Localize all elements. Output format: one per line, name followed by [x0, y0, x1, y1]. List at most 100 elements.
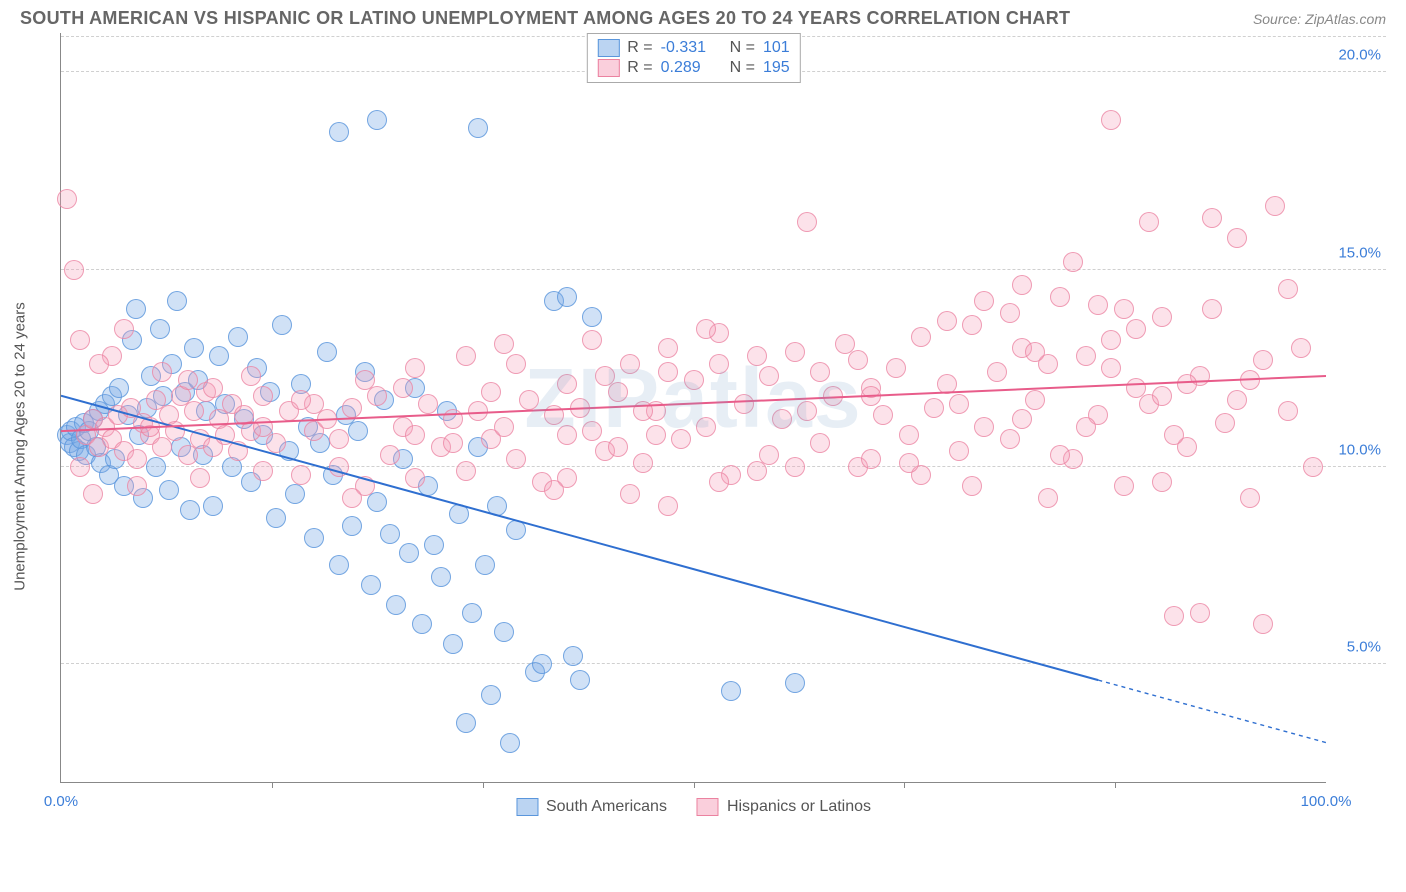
scatter-point — [1012, 409, 1032, 429]
scatter-point — [1101, 110, 1121, 130]
legend-n-label: N = — [730, 59, 755, 77]
scatter-point — [393, 378, 413, 398]
scatter-point — [1152, 386, 1172, 406]
scatter-point — [405, 468, 425, 488]
scatter-point — [797, 401, 817, 421]
scatter-point — [127, 476, 147, 496]
scatter-point — [1012, 275, 1032, 295]
scatter-point — [304, 528, 324, 548]
legend-r-label: R = — [627, 59, 652, 77]
scatter-point — [557, 425, 577, 445]
legend-n-label: N = — [730, 39, 755, 57]
scatter-point — [380, 445, 400, 465]
scatter-point — [734, 394, 754, 414]
legend-label-blue: South Americans — [546, 798, 667, 816]
scatter-point — [291, 390, 311, 410]
scatter-point — [974, 417, 994, 437]
scatter-point — [785, 457, 805, 477]
swatch-blue — [516, 798, 538, 816]
scatter-point — [380, 524, 400, 544]
x-minor-tick — [1115, 782, 1116, 788]
scatter-point — [658, 338, 678, 358]
scatter-point — [481, 382, 501, 402]
scatter-point — [899, 425, 919, 445]
scatter-point — [291, 465, 311, 485]
scatter-point — [696, 319, 716, 339]
scatter-point — [633, 453, 653, 473]
scatter-point — [974, 291, 994, 311]
scatter-point — [1253, 350, 1273, 370]
scatter-point — [785, 342, 805, 362]
legend-r-val-blue: -0.331 — [661, 39, 716, 57]
scatter-point — [494, 622, 514, 642]
scatter-point — [1038, 488, 1058, 508]
scatter-point — [1025, 390, 1045, 410]
scatter-point — [949, 441, 969, 461]
scatter-point — [987, 362, 1007, 382]
chart-source: Source: ZipAtlas.com — [1253, 11, 1386, 27]
legend-row-pink: R = 0.289 N = 195 — [597, 58, 789, 78]
scatter-point — [355, 370, 375, 390]
legend-item-blue: South Americans — [516, 798, 667, 816]
scatter-point — [367, 110, 387, 130]
scatter-point — [709, 472, 729, 492]
scatter-point — [361, 575, 381, 595]
legend-r-label: R = — [627, 39, 652, 57]
scatter-point — [329, 555, 349, 575]
legend-label-pink: Hispanics or Latinos — [727, 798, 871, 816]
scatter-point — [159, 480, 179, 500]
scatter-point — [1114, 476, 1134, 496]
scatter-point — [431, 567, 451, 587]
scatter-point — [500, 733, 520, 753]
scatter-point — [456, 713, 476, 733]
scatter-point — [620, 484, 640, 504]
scatter-point — [582, 330, 602, 350]
scatter-point — [899, 453, 919, 473]
scatter-point — [519, 390, 539, 410]
scatter-point — [89, 354, 109, 374]
scatter-point — [1152, 307, 1172, 327]
swatch-pink — [697, 798, 719, 816]
scatter-point — [924, 398, 944, 418]
scatter-point — [759, 366, 779, 386]
scatter-point — [633, 401, 653, 421]
scatter-point — [506, 449, 526, 469]
scatter-point — [494, 334, 514, 354]
scatter-point — [1050, 445, 1070, 465]
scatter-point — [797, 212, 817, 232]
scatter-point — [150, 319, 170, 339]
scatter-point — [70, 330, 90, 350]
scatter-point — [949, 394, 969, 414]
scatter-point — [114, 319, 134, 339]
scatter-point — [911, 327, 931, 347]
scatter-point — [608, 382, 628, 402]
y-tick-label: 20.0% — [1326, 47, 1381, 64]
scatter-point — [266, 433, 286, 453]
scatter-point — [810, 433, 830, 453]
scatter-point — [367, 492, 387, 512]
scatter-point — [64, 260, 84, 280]
scatter-point — [449, 504, 469, 524]
scatter-point — [386, 595, 406, 615]
scatter-point — [557, 287, 577, 307]
scatter-point — [241, 366, 261, 386]
legend-n-val-pink: 195 — [763, 59, 790, 77]
series-legend: South Americans Hispanics or Latinos — [516, 798, 871, 816]
scatter-point — [70, 457, 90, 477]
scatter-point — [506, 354, 526, 374]
scatter-point — [1240, 370, 1260, 390]
scatter-point — [582, 421, 602, 441]
swatch-pink — [597, 59, 619, 77]
scatter-point — [317, 409, 337, 429]
scatter-point — [1000, 303, 1020, 323]
scatter-point — [180, 500, 200, 520]
legend-r-val-pink: 0.289 — [661, 59, 716, 77]
scatter-point — [481, 685, 501, 705]
scatter-point — [1202, 299, 1222, 319]
scatter-point — [203, 378, 223, 398]
scatter-point — [1101, 330, 1121, 350]
scatter-point — [1164, 425, 1184, 445]
scatter-point — [165, 421, 185, 441]
scatter-point — [184, 401, 204, 421]
scatter-point — [126, 299, 146, 319]
